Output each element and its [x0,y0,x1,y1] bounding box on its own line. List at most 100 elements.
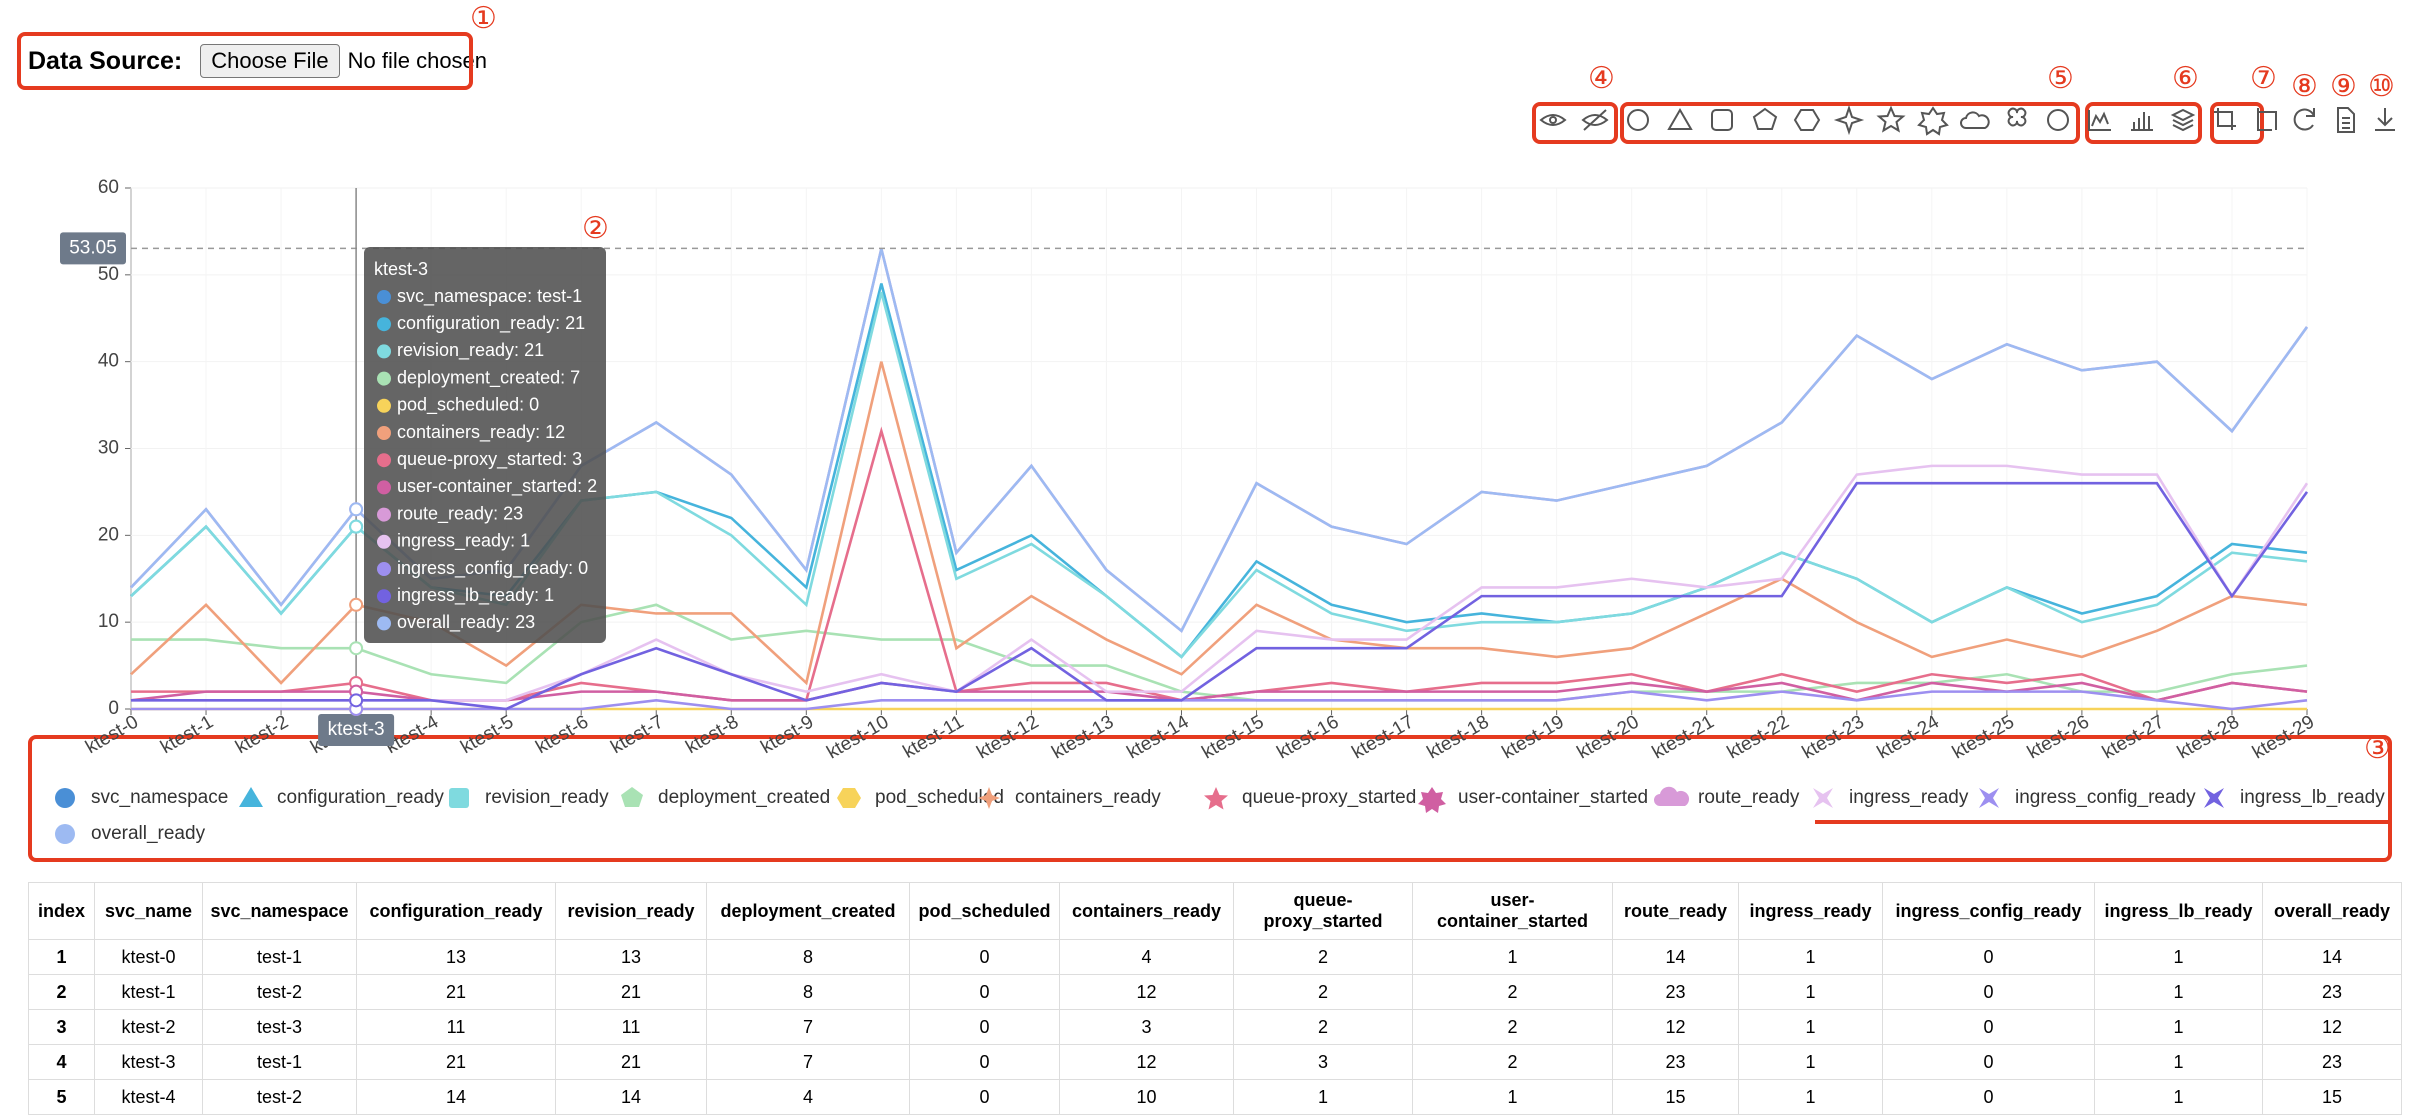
tooltip: ktest-3 svc_namespace: test-1 configuratio… [364,247,606,643]
header-cell: svc_namespace [202,882,357,940]
cell: test-2 [202,1079,357,1115]
cell: 21 [555,1044,707,1080]
tooltip-item: revision_ready: 21 [397,340,544,361]
cell: 0 [909,1009,1060,1045]
annotation-number: ⑥ [2172,62,2199,95]
shape-icon[interactable] [2047,109,2069,131]
header-cell: configuration_ready [356,882,556,940]
legend-marker [55,788,75,808]
line-icon[interactable] [2088,110,2111,131]
cell: 15 [1612,1079,1739,1115]
hover-point [349,693,364,708]
file-status: No file chosen [347,48,488,73]
table-row: 1 ktest-0 test-1 13 13 8 0 4 2 1 14 1 0 1 14 [28,939,2402,975]
tooltip-item: configuration_ready: 21 [397,313,585,334]
header-cell: svc_name [94,882,203,940]
shape-icon[interactable] [1960,111,1990,129]
shape-icon[interactable] [1711,109,1733,131]
shape-icon[interactable] [1752,107,1778,130]
tooltip-marker [377,480,391,495]
tooltip-marker [377,616,391,631]
cell: 2 [28,974,95,1010]
table-row: 2 ktest-1 test-2 21 21 8 0 12 2 2 23 1 0 1 23 [28,974,2402,1010]
legend-marker [1418,787,1446,813]
highlight-box [1532,102,1618,144]
cell: test-1 [202,939,357,975]
cell: 13 [356,939,556,975]
header-cell: route_ready [1612,882,1739,940]
tooltip-item: user-container_started: 2 [397,476,597,497]
file-button[interactable]: Choose File [200,44,340,78]
legend-marker [1979,788,1999,808]
data-source: Data Source: Choose File No file chosen [28,44,487,78]
bar-icon[interactable] [2131,112,2153,131]
annotation-number: ⑩ [2368,70,2395,103]
header-cell: queue-proxy_started [1233,882,1413,940]
cell: 15 [2262,1079,2402,1115]
y-tick-label: 10 [98,611,119,632]
show-icon[interactable] [1539,114,1567,126]
y-tick-label: 0 [108,698,119,719]
refresh-icon[interactable] [2293,108,2315,131]
annotation-number: ⑦ [2250,62,2277,95]
legend-layer: svc_namespace configuration_ready revision… [55,786,2385,844]
shape-icon[interactable] [1876,105,1906,133]
cell: 0 [1882,1079,2095,1115]
shape-icon[interactable] [1793,109,1821,131]
stack-icon[interactable] [2170,108,2196,132]
shape-icon[interactable] [1627,109,1649,131]
cell: 2 [1412,1009,1613,1045]
data-icon[interactable] [2337,107,2355,133]
cell: 12 [1059,1044,1234,1080]
cell: 23 [2262,1044,2402,1080]
header-cell: containers_ready [1059,882,1234,940]
cell: 4 [706,1079,910,1115]
tooltip-title: ktest-3 [374,259,428,279]
legend-label: svc_namespace [91,787,228,808]
cell: 0 [1882,1044,2095,1080]
shape-icon[interactable] [1833,104,1865,136]
cell: 0 [909,974,1060,1010]
tooltip-item: overall_ready: 23 [397,612,535,633]
shape-icon[interactable] [1917,106,1949,136]
show-icon[interactable] [1549,116,1557,124]
header-cell: ingress_lb_ready [2094,882,2263,940]
tooltip-bg [364,247,606,643]
cell: test-1 [202,1044,357,1080]
label: Data Source: [28,46,183,75]
crop-icon[interactable] [2214,108,2236,130]
shape-icon[interactable] [1667,108,1693,130]
legend-label: ingress_config_ready [2015,787,2196,808]
hover-point [349,597,364,612]
crop-icon[interactable] [2257,108,2277,131]
legend-marker [1813,788,1833,808]
legend-label: queue-proxy_started [1242,787,1416,808]
cell: 0 [1882,939,2095,975]
cell: 1 [1738,939,1883,975]
header-row: index svc_name svc_namespace configuration_… [28,882,2402,940]
cell: 1 [1412,939,1613,975]
crosshair-label-bg [60,232,126,265]
cell: 1 [2094,974,2263,1010]
cell: 1 [2094,939,2263,975]
cell: 0 [909,939,1060,975]
annotation-number: ⑤ [2047,62,2074,95]
legend-marker [2204,788,2224,808]
hover-point [349,641,364,656]
header-cell: revision_ready [555,882,707,940]
legend-marker [1654,786,1690,806]
cell: 8 [706,939,910,975]
shape-icon[interactable] [2007,107,2027,127]
tooltip-item: ingress_lb_ready: 1 [397,585,554,606]
cell: 14 [2262,939,2402,975]
legend-label: overall_ready [91,823,206,844]
cell: 21 [356,1044,556,1080]
hide-icon[interactable] [1581,109,1609,131]
cell: ktest-0 [94,939,203,975]
table-row: 4 ktest-3 test-1 21 21 7 0 12 3 2 23 1 0 1 23 [28,1044,2402,1080]
cell: 23 [2262,974,2402,1010]
download-icon[interactable] [2375,108,2395,131]
cell: 14 [555,1079,707,1115]
cell: 10 [1059,1079,1234,1115]
cell: 23 [1612,974,1739,1010]
